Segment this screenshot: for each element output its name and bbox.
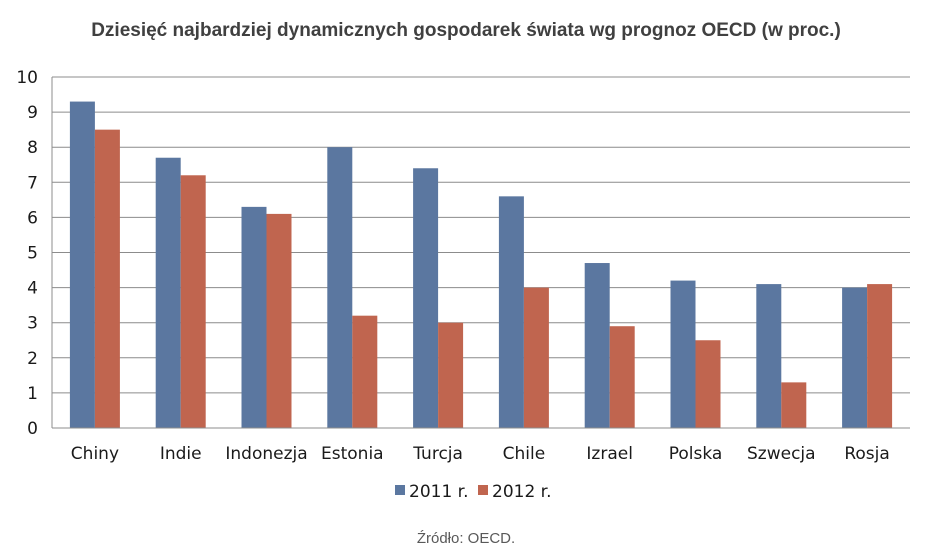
bar-2011-chile [498,196,524,428]
bar-2011-szwecja [756,284,782,428]
bar-2011-estonia [327,147,353,428]
legend: 2011 r. 2012 r. [395,482,552,502]
bar-2012-szwecja [781,382,807,428]
legend-swatch [478,485,488,495]
bar-2011-indie [155,157,181,429]
bar-2011-turcja [413,168,439,428]
y-tick-label: 10 [16,68,38,88]
bar-2012-estonia [352,315,378,428]
x-category-label: Rosja [844,444,889,464]
bar-2011-izrael [584,263,610,428]
x-category-label: Szwecja [747,444,816,464]
source-note: Źródło: OECD. [416,530,516,547]
y-tick-label: 5 [27,244,38,264]
y-tick-label: 9 [27,103,38,123]
x-category-label: Chile [503,444,546,464]
bar-2012-turcja [438,322,464,428]
x-category-label: Chiny [71,444,119,464]
bar-2012-chiny [94,129,120,428]
bar-2012-rosja [867,284,893,428]
legend-label: 2011 r. [409,482,469,502]
bar-2012-indonezja [266,213,292,428]
bar-2011-chiny [69,101,95,428]
y-tick-label: 6 [27,208,38,228]
bar-2011-indonezja [241,206,267,428]
y-tick-label: 2 [27,349,38,369]
y-tick-label: 4 [27,279,38,299]
bars [69,101,893,429]
y-tick-label: 8 [27,138,38,158]
bar-2012-chile [523,287,549,428]
bar-2012-izrael [609,326,635,428]
x-category-label: Indie [160,444,202,464]
x-axis-categories: Chiny Indie Indonezja Estonia Turcja Chile Izr… [71,444,890,464]
x-category-label: Polska [669,444,723,464]
x-category-label: Turcja [412,444,463,464]
y-axis-ticks: 0 1 2 3 4 5 6 7 8 9 10 [16,68,38,439]
legend-label: 2012 r. [492,482,552,502]
x-category-label: Indonezja [225,444,307,464]
x-category-label: Estonia [321,444,384,464]
legend-swatch [395,485,405,495]
bar-2012-polska [695,340,721,428]
y-tick-label: 7 [27,173,38,193]
x-category-label: Izrael [586,444,633,464]
y-tick-label: 0 [27,419,38,439]
chart-title: Dziesięć najbardziej dynamicznych gospod… [91,20,841,41]
y-tick-label: 3 [27,314,38,334]
bar-2012-indie [180,175,206,428]
bar-2011-rosja [842,287,868,428]
y-tick-label: 1 [27,384,38,404]
axes [51,77,910,429]
bar-2011-polska [670,280,696,428]
